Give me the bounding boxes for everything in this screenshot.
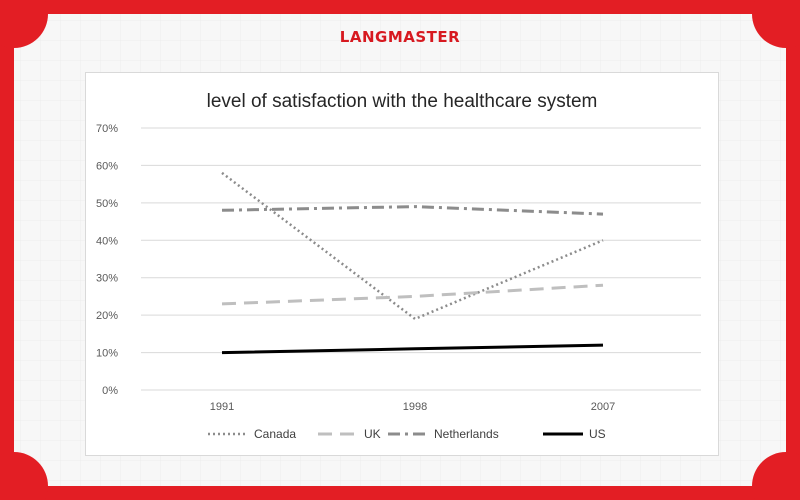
legend-label: US bbox=[589, 427, 606, 441]
series-line-netherlands bbox=[221, 205, 604, 216]
series-line-canada bbox=[221, 171, 604, 321]
x-axis-ticks: 1991 1998 2007 bbox=[210, 401, 615, 413]
y-tick-label: 60% bbox=[96, 160, 118, 172]
series-line-us bbox=[221, 343, 604, 355]
y-tick-label: 20% bbox=[96, 310, 118, 322]
y-tick-label: 0% bbox=[102, 385, 118, 397]
y-tick-label: 50% bbox=[96, 198, 118, 210]
x-tick-label: 2007 bbox=[591, 401, 615, 413]
legend-label: UK bbox=[364, 427, 381, 441]
y-tick-label: 40% bbox=[96, 235, 118, 247]
legend-label: Netherlands bbox=[434, 427, 499, 441]
brand-logo: LANGMASTER bbox=[339, 28, 461, 46]
gridlines bbox=[141, 127, 701, 391]
line-chart: level of satisfaction with the healthcar… bbox=[96, 91, 701, 441]
x-tick-label: 1991 bbox=[210, 401, 234, 413]
legend-label: Canada bbox=[254, 427, 296, 441]
chart-card: level of satisfaction with the healthcar… bbox=[85, 72, 719, 456]
y-tick-label: 30% bbox=[96, 273, 118, 285]
legend: Canada UK Netherlands US bbox=[208, 427, 606, 441]
y-axis-ticks: 0% 10% 20% 30% 40% 50% 60% 70% bbox=[96, 123, 118, 397]
series-line-uk bbox=[221, 283, 604, 306]
y-tick-label: 70% bbox=[96, 123, 118, 135]
y-tick-label: 10% bbox=[96, 348, 118, 360]
x-tick-label: 1998 bbox=[403, 401, 427, 413]
series-lines bbox=[221, 171, 604, 355]
chart-title: level of satisfaction with the healthcar… bbox=[207, 91, 598, 112]
